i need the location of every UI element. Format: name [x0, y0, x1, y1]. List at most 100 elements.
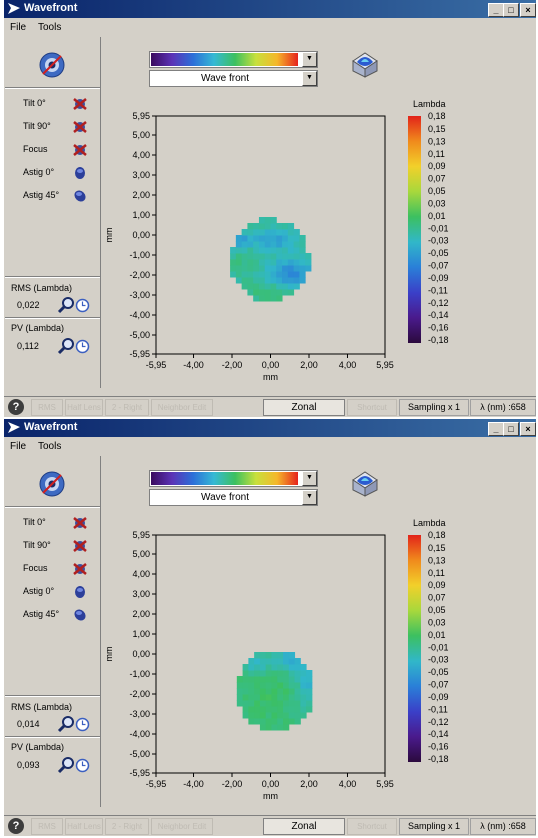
magnifier-icon[interactable]: [57, 715, 75, 735]
magnifier-icon[interactable]: [57, 756, 75, 776]
zernike-label: Tilt 0°: [23, 98, 46, 108]
close-button[interactable]: ×: [520, 3, 536, 17]
help-icon[interactable]: ?: [8, 818, 24, 834]
y-tick-label: -5,95: [129, 768, 150, 778]
colormap-select[interactable]: ▼: [149, 470, 318, 487]
half-lens-button[interactable]: Half Lens: [65, 399, 103, 416]
title-bar[interactable]: Wavefront _ □ ×: [4, 0, 536, 18]
half-lens-button[interactable]: Half Lens: [65, 818, 103, 835]
clock-icon[interactable]: [75, 758, 90, 775]
zernike-row[interactable]: Astig 0°: [5, 583, 100, 601]
astig-0-icon[interactable]: [72, 165, 88, 183]
zernike-row[interactable]: Astig 45°: [5, 187, 100, 205]
title-bar[interactable]: Wavefront _ □ ×: [4, 419, 536, 437]
astig-45-icon[interactable]: [72, 188, 88, 206]
minimize-button[interactable]: _: [488, 3, 504, 17]
heatmap-cell: [236, 694, 244, 701]
heatmap-cell: [264, 259, 271, 266]
view-mode-select[interactable]: Wave front ▼: [149, 489, 318, 506]
sampling-button[interactable]: Sampling x 1: [399, 818, 469, 835]
astig-45-icon[interactable]: [72, 607, 88, 625]
heatmap-cell: [276, 295, 283, 302]
menu-tools[interactable]: Tools: [38, 22, 62, 33]
pv-label: PV (Lambda): [11, 323, 65, 333]
zernike-row[interactable]: Astig 45°: [5, 606, 100, 624]
wavelength-field[interactable]: λ (nm) :658: [470, 399, 536, 416]
zernike-row[interactable]: Astig 0°: [5, 164, 100, 182]
clock-icon[interactable]: [75, 339, 90, 356]
heatmap-cell: [265, 676, 272, 683]
view-mode-select[interactable]: Wave front ▼: [149, 70, 318, 87]
shortcut-button[interactable]: Shortcut: [347, 399, 397, 416]
tilt-90-disabled-icon[interactable]: [72, 119, 88, 137]
clock-icon[interactable]: [75, 717, 90, 734]
colorbar-tick-label: -0,11: [428, 285, 448, 295]
heatmap-cell: [282, 253, 289, 260]
focus-disabled-icon[interactable]: [72, 142, 88, 160]
heatmap-cell: [247, 283, 254, 290]
neighbor-edit-button[interactable]: Neighbor Edit: [151, 399, 213, 416]
view-3d-icon[interactable]: [350, 468, 380, 500]
chevron-down-icon[interactable]: ▼: [302, 490, 317, 505]
heatmap-cell: [306, 700, 313, 707]
heatmap-cell: [283, 652, 290, 659]
wavefront-heatmap[interactable]: 5,95 5,00 4,00 3,00 2,00 1,00 0,00 -1,00 -2,00 -3…: [4, 37, 536, 393]
tilt-0-disabled-icon[interactable]: [72, 515, 88, 533]
zonal-button[interactable]: Zonal: [263, 399, 345, 416]
rms-button[interactable]: RMS: [31, 399, 63, 416]
magnifier-icon[interactable]: [57, 337, 75, 357]
close-button[interactable]: ×: [520, 422, 536, 436]
tilt-90-disabled-icon[interactable]: [72, 538, 88, 556]
wavelength-field[interactable]: λ (nm) :658: [470, 818, 536, 835]
menu-file[interactable]: File: [10, 22, 27, 33]
zernike-row[interactable]: Tilt 0°: [5, 514, 100, 532]
colormap-preview: [151, 53, 298, 66]
heatmap-cell: [277, 676, 284, 683]
view-3d-icon[interactable]: [350, 49, 380, 81]
heatmap-cell: [248, 658, 255, 665]
menu-file[interactable]: File: [10, 441, 27, 452]
neighbor-edit-button[interactable]: Neighbor Edit: [151, 818, 213, 835]
chevron-down-icon[interactable]: ▼: [302, 52, 317, 67]
maximize-button[interactable]: □: [503, 422, 519, 436]
heatmap-cell: [265, 718, 272, 725]
help-icon[interactable]: ?: [8, 399, 24, 415]
right-button[interactable]: 2 - Right: [105, 818, 149, 835]
chevron-down-icon[interactable]: ▼: [302, 71, 317, 86]
zonal-button[interactable]: Zonal: [263, 818, 345, 835]
sampling-button[interactable]: Sampling x 1: [399, 399, 469, 416]
shortcut-button[interactable]: Shortcut: [347, 818, 397, 835]
zernike-row[interactable]: Tilt 0°: [5, 95, 100, 113]
menu-tools[interactable]: Tools: [38, 441, 62, 452]
magnifier-icon[interactable]: [57, 296, 75, 316]
zernike-row[interactable]: Tilt 90°: [5, 537, 100, 555]
heatmap-cell: [294, 700, 301, 707]
colormap-select[interactable]: ▼: [149, 51, 318, 68]
measure-button[interactable]: [38, 470, 66, 500]
heatmap-cell: [247, 229, 254, 236]
right-button[interactable]: 2 - Right: [105, 399, 149, 416]
minimize-button[interactable]: _: [488, 422, 504, 436]
heatmap-cell: [270, 247, 277, 254]
astig-0-icon[interactable]: [72, 584, 88, 602]
wavefront-heatmap[interactable]: 5,95 5,00 4,00 3,00 2,00 1,00 0,00 -1,00 -2,00 -3…: [4, 456, 536, 812]
heatmap-cell: [253, 277, 260, 284]
maximize-button[interactable]: □: [503, 3, 519, 17]
rms-button[interactable]: RMS: [31, 818, 63, 835]
zernike-row[interactable]: Focus: [5, 560, 100, 578]
heatmap-cell: [276, 289, 283, 296]
heatmap-cell: [276, 277, 283, 284]
clock-icon[interactable]: [75, 298, 90, 315]
heatmap-cell: [242, 664, 249, 671]
tilt-0-disabled-icon[interactable]: [72, 96, 88, 114]
zernike-row[interactable]: Tilt 90°: [5, 118, 100, 136]
heatmap-cell: [299, 277, 306, 284]
heatmap-cell: [271, 694, 278, 701]
chevron-down-icon[interactable]: ▼: [302, 471, 317, 486]
measure-button[interactable]: [38, 51, 66, 81]
focus-disabled-icon[interactable]: [72, 561, 88, 579]
colorbar: [408, 116, 421, 343]
zernike-row[interactable]: Focus: [5, 141, 100, 159]
heatmap-cell: [287, 271, 295, 278]
heatmap-cell: [282, 235, 289, 242]
